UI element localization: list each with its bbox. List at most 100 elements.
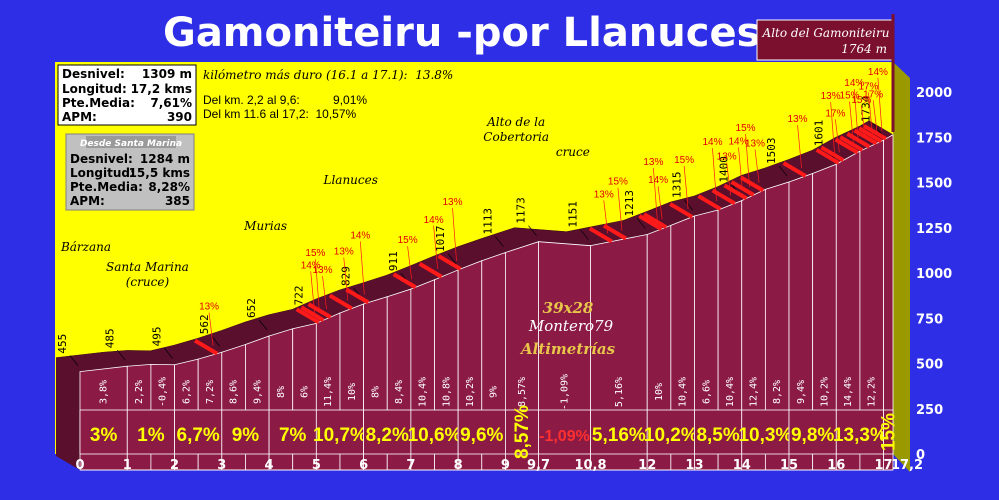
- stats-main-label-3: APM:: [62, 110, 97, 124]
- x-tick-label: 5: [312, 458, 321, 473]
- ramp-leader: [433, 225, 438, 269]
- segment-slope-label: 8,4%: [394, 380, 405, 404]
- x-tick-label: 3: [217, 458, 226, 473]
- x-tick-label: 17,2: [891, 458, 923, 473]
- segment-slope-label: 5,16%: [614, 377, 625, 407]
- ramp-leader: [872, 100, 878, 134]
- ramp-mark: [739, 175, 765, 193]
- ramp-leader: [754, 149, 760, 183]
- segment-slope-label: 10,8%: [441, 377, 452, 407]
- altitude-label: 1601: [812, 120, 825, 147]
- profile-layer: 3,8% 2,2% -0,4% 6,2% 7,2% 8,6% 9,4% 8% 6% 11,4% 10…: [55, 120, 899, 471]
- km-average-label: 9,6%: [460, 425, 503, 446]
- ramp-label: 17%: [825, 108, 845, 119]
- segment-slope-label: -1,09%: [559, 374, 570, 410]
- altitude-leader: [684, 199, 693, 211]
- summit-sign-altitude: 1764 m: [841, 42, 887, 56]
- place-name-line2: Cobertoria: [483, 130, 549, 144]
- x-tick-label: 15: [780, 458, 798, 473]
- place-name: cruce: [556, 145, 590, 159]
- ramp-label: 14%: [868, 67, 888, 78]
- altitude-label: 829: [340, 266, 353, 286]
- ramp-mark: [834, 137, 859, 155]
- ramp-leader: [653, 167, 658, 222]
- stats-sm-value-0: 1284 m: [140, 152, 190, 166]
- altitude-leader: [528, 225, 537, 236]
- ramp-label: 15%: [851, 95, 871, 106]
- ramp-mark: [638, 214, 663, 231]
- place-labels: Bárzana Santa Marina(cruce) Murias Llanuces…: [60, 115, 590, 289]
- ramp-mark: [392, 272, 417, 289]
- ramp-leader: [322, 276, 327, 310]
- ramp-leader: [315, 259, 320, 313]
- km-average-box: [457, 409, 506, 455]
- km-average-label: 8,57%: [512, 405, 533, 459]
- altitude-label: 652: [245, 298, 258, 318]
- km-average-box: [363, 409, 412, 455]
- ramp-leader: [359, 241, 365, 295]
- ramp-label: 17%: [858, 81, 878, 92]
- segment-slope-label: 6%: [300, 386, 311, 398]
- altitude-label: 1315: [670, 171, 683, 198]
- altitude-leader: [580, 229, 589, 240]
- segment-slope-label: 12,4%: [749, 377, 760, 407]
- ramp-mark: [588, 226, 613, 244]
- segment-slope-label: 6,2%: [181, 380, 192, 404]
- altitude-label: 562: [198, 314, 211, 334]
- x-tick-label: 6: [359, 458, 368, 473]
- ramp-mark: [437, 254, 462, 271]
- stats-main-value-2: 7,61%: [150, 96, 192, 110]
- y-tick-label: 1000: [916, 267, 952, 282]
- ramp-label: 13%: [745, 139, 765, 150]
- segment-slope-label: 9,4%: [796, 380, 807, 404]
- km-average-label: 9,8%: [791, 425, 834, 446]
- km-average-label: 10,2%: [644, 425, 698, 446]
- km-average-box: [883, 409, 894, 455]
- ramp-label: 14%: [728, 136, 748, 147]
- segment-slope-label: 8%: [276, 386, 287, 398]
- segment-slope-label: 10,4%: [725, 377, 736, 407]
- km-average-box: [835, 409, 884, 455]
- ramp-label: 13%: [643, 157, 663, 168]
- place-name-line2: (cruce): [126, 275, 170, 289]
- km-average-label: 10,7%: [313, 425, 367, 446]
- segment-slope-label: 7,2%: [205, 380, 216, 404]
- altitude-leader: [258, 319, 268, 331]
- ramp-label: 15%: [736, 123, 756, 134]
- stats-santa-marina-heading: Desde Santa Marina: [80, 139, 182, 149]
- km-average-box: [694, 409, 743, 455]
- km-average-label: 1%: [137, 425, 165, 446]
- ramp-leader: [877, 77, 883, 131]
- stats-main-value-1: 17,2 kms: [131, 82, 192, 96]
- stats-sm-value-1: 15,5 kms: [129, 166, 190, 180]
- altitude-label: 495: [151, 327, 164, 347]
- credit-author: Montero79: [528, 317, 614, 335]
- x-tick-label: 4: [265, 458, 274, 473]
- ramp-leader: [683, 165, 689, 209]
- ramp-mark: [328, 293, 353, 311]
- ramp-leader: [830, 101, 835, 155]
- ramp-mark: [602, 223, 627, 241]
- km-average-label: -1,09%: [539, 428, 590, 445]
- segment-slope-label: 10,4%: [418, 377, 429, 407]
- stats-main-label-2: Pte.Media:: [62, 96, 135, 110]
- y-tick-label: 1500: [916, 177, 952, 192]
- stats-sm-value-3: 385: [165, 194, 190, 208]
- x-tick-label: 9,7: [527, 458, 550, 473]
- km-average-box: [590, 409, 648, 455]
- altitude-label: 1400: [718, 156, 731, 183]
- km-average-label: 5,16%: [592, 425, 646, 446]
- ramp-mark: [815, 148, 840, 165]
- altitude-label: 722: [292, 285, 305, 305]
- stats-main-label-1: Longitud:: [62, 82, 127, 96]
- ramp-labels: 13%14%15%13%13%14% 15%14%13%13%15%13%14%1…: [194, 67, 888, 356]
- altitude-leader: [495, 236, 504, 247]
- segment-slope-label: 9,4%: [252, 380, 263, 404]
- y-tick-label: 500: [916, 358, 943, 373]
- chart-title: Gamoniteiru -por Llanuces-: [163, 10, 777, 56]
- ramp-label: 13%: [717, 151, 737, 162]
- stats-santa-marina-box: Desde Santa Marina Desnivel: 1284 m Long…: [65, 133, 195, 211]
- segment-slope-label: 10,4%: [678, 377, 689, 407]
- y-axis: 0 250 500 750 1000 1250 1500 1750 2000: [916, 86, 952, 463]
